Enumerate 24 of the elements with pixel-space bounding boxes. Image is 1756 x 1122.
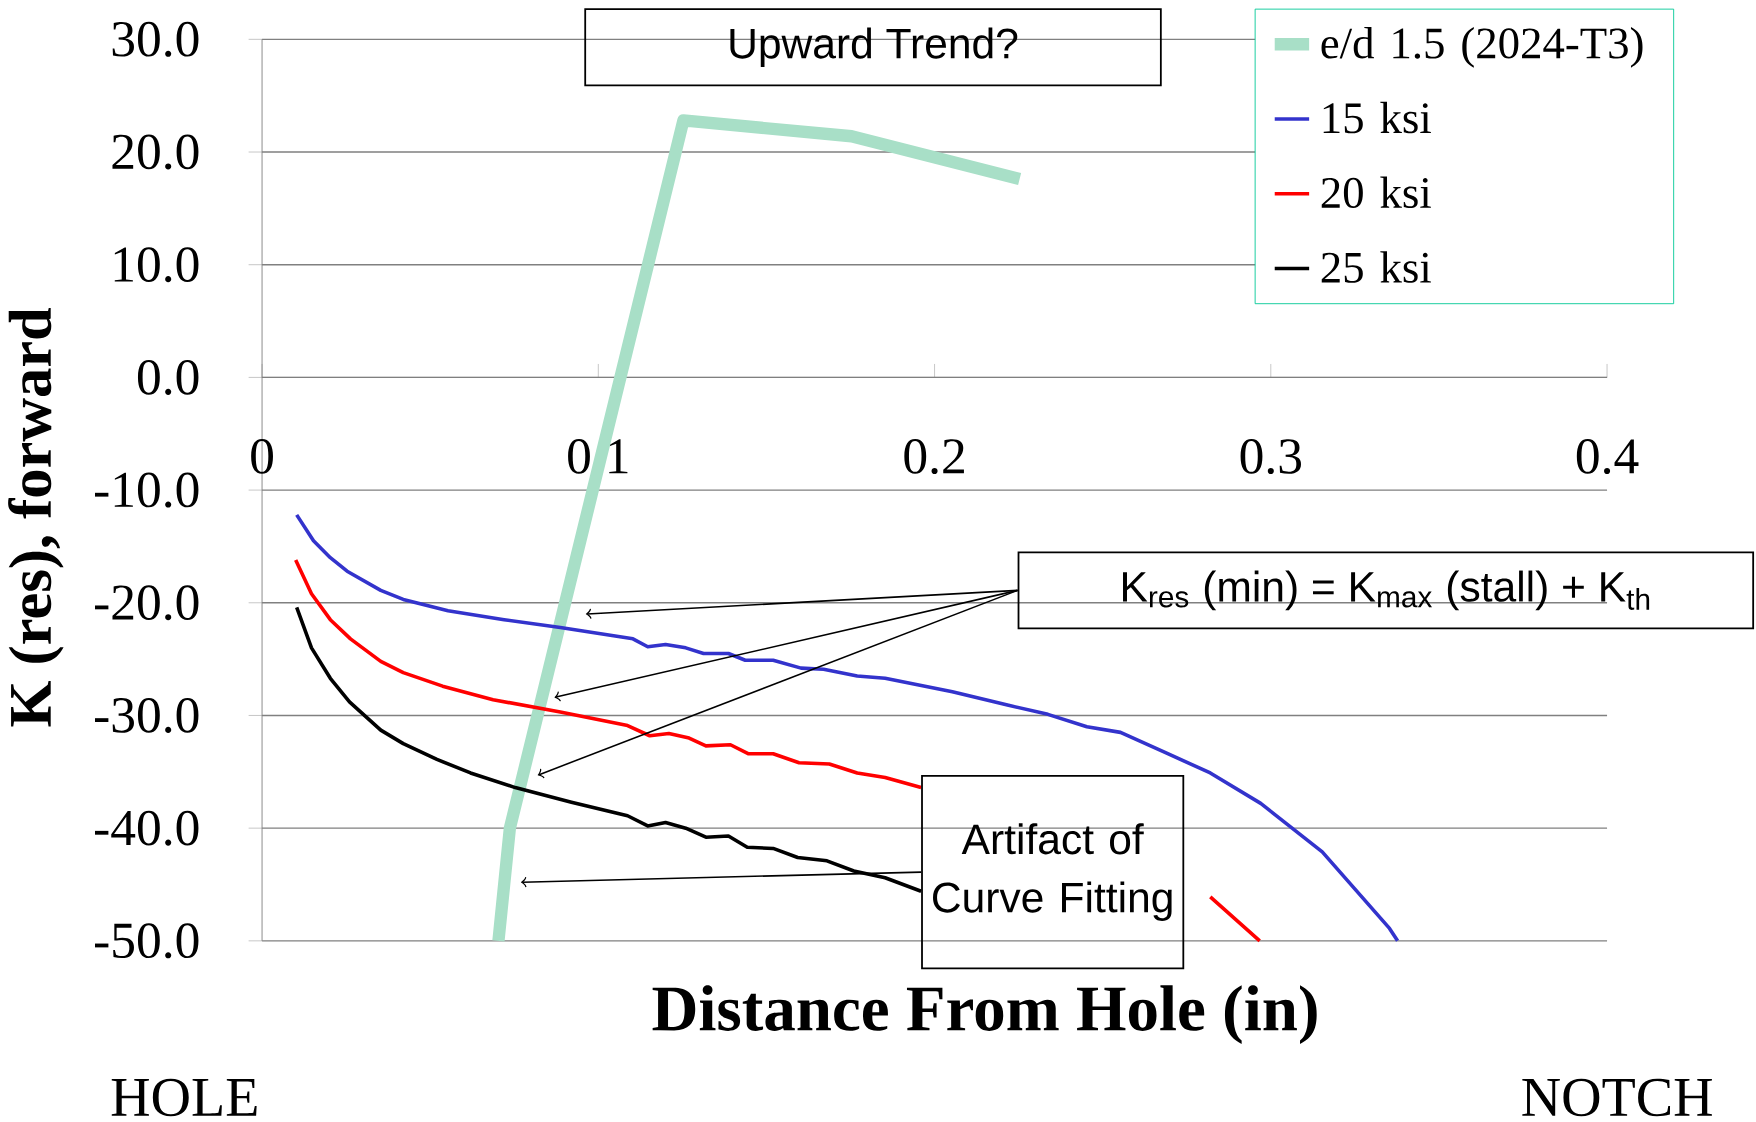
y-tick-label: -10.0 [94,472,199,508]
annotation: Upward Trend? [730,27,1018,67]
y-tick-label: 30.0 [112,21,199,57]
x-tick-label: 0 [251,438,273,474]
x-tick-label: 0.2 [904,438,964,475]
y-tick-label: -20.0 [94,585,199,621]
y-tick-label: -50.0 [94,923,199,959]
x-tick-label: 0.4 [1576,438,1639,475]
y-tick-label: 20.0 [112,134,199,170]
legend-label: e/d 1.5 (2024-T3) [1321,26,1643,68]
legend-label: 25 ksi [1321,251,1431,283]
y-tick-label: 10.0 [114,247,199,283]
text: NOTCH [1522,1078,1712,1117]
x-axis-title: Distance From Hole (in) [652,985,1317,1045]
y-tick-label: 0.0 [137,359,199,395]
legend-label: 15 ksi [1323,101,1431,134]
y-tick-label: -40.0 [94,810,199,846]
y-axis-title: K (res), forward [8,307,64,727]
annotation: Artifact of Curve Fitting [933,823,1172,921]
text: HOLE [111,1078,257,1117]
x-tick-label: 0.3 [1240,438,1301,475]
annotation: K$_{res}$ (min) = K$_{max}$ (stall) + K$_{th}$ [1123,570,1650,611]
legend-label: 20 ksi [1321,176,1431,209]
y-tick-label: -30.0 [94,697,199,733]
